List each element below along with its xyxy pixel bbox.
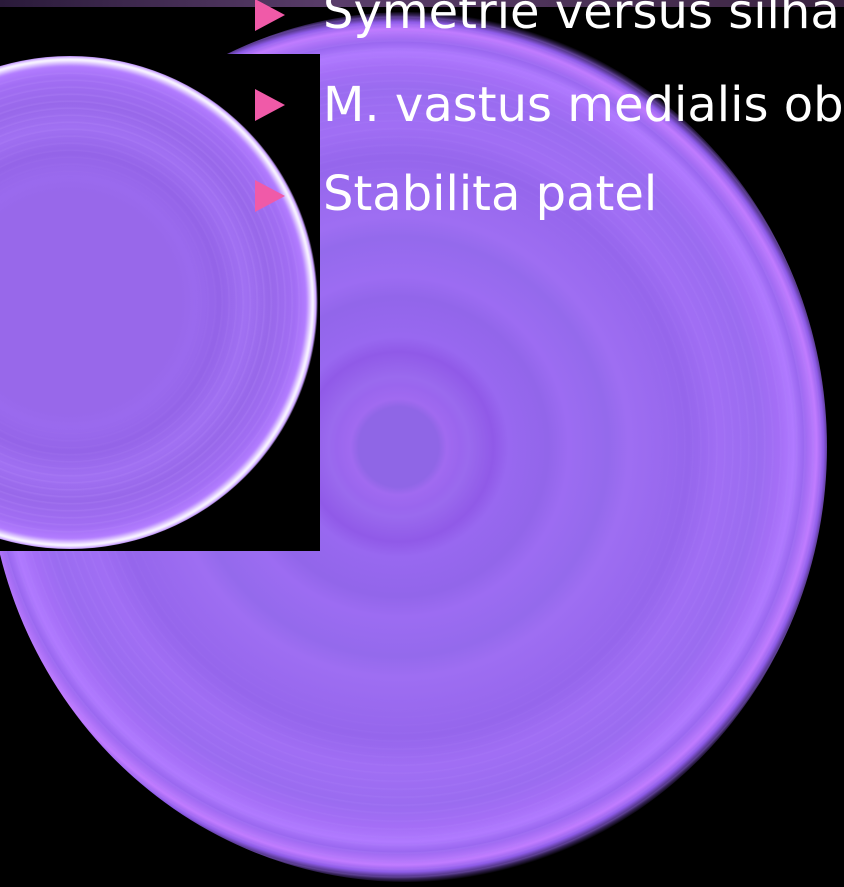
bullet-arrow-icon — [255, 0, 285, 31]
bullet-arrow-icon — [255, 180, 285, 212]
bullet-text: Stabilita patel — [323, 166, 658, 222]
bullet-text: M. vastus medialis ob — [323, 77, 844, 133]
top-edge-strip — [0, 0, 844, 7]
inset-image-panel — [0, 54, 320, 551]
bullet-arrow-icon — [255, 89, 285, 121]
small-disc-rings — [0, 56, 318, 549]
bullet-text: Symetrie versus silhar — [323, 0, 844, 40]
